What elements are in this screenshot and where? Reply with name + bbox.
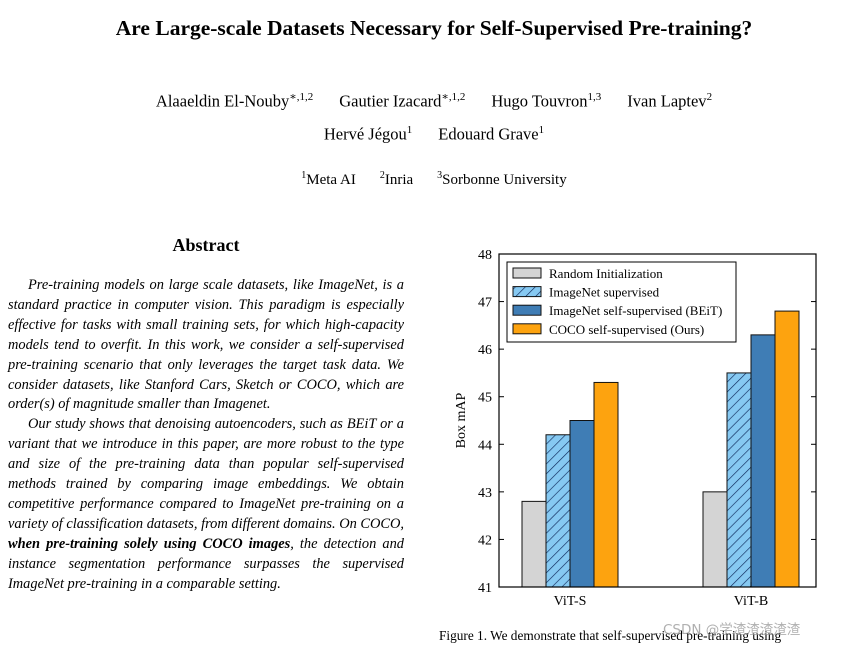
abstract-heading: Abstract [172,235,240,255]
legend-swatch [512,304,542,316]
affiliations: 1Meta AI 2Inria 3Sorbonne University [0,170,868,189]
bar-vit-s-series-4 [593,381,619,588]
paper-title: Are Large-scale Datasets Necessary for S… [115,16,753,40]
legend-label: ImageNet supervised [549,285,660,300]
affiliation: 1Meta AI [301,170,356,188]
legend-swatch [512,323,542,335]
legend-swatch [512,286,542,298]
legend-label: ImageNet self-supervised (BEiT) [549,303,722,318]
bar-vit-s-series-1 [521,500,547,588]
author-superscript: 1 [538,124,545,136]
authors-row-1: Alaaeldin El-Nouby∗,1,2 Gautier Izacard∗,… [0,90,868,112]
y-tick-label: 41 [478,581,492,596]
bar-vit-b-series-2 [726,372,752,588]
author-name: Edouard Grave1 [438,124,545,144]
plot-frame [498,253,817,588]
bar-vit-s-series-3 [569,420,595,588]
author-superscript: 1 [406,124,413,136]
figure-caption: Figure 1. We demonstrate that self-super… [439,628,782,643]
abstract-bold-phrase: when pre-training solely using COCO imag… [8,535,291,552]
authors-row-2: Hervé Jégou1 Edouard Grave1 [0,124,868,145]
author-superscript: ∗,1,2 [441,91,466,103]
author-name: Hervé Jégou1 [323,124,413,144]
y-tick-label: 46 [478,343,492,358]
y-tick-label: 42 [478,533,492,548]
author-superscript: 1,3 [587,91,602,103]
legend-box [506,261,737,343]
y-tick-label: 43 [478,486,492,501]
y-axis-label: Box mAP [454,392,469,448]
watermark: CSDN @学渣渣渣渣渣 [663,622,801,638]
abstract-body: Pre-training models on large scale datas… [8,276,404,595]
author-superscript: ∗,1,2 [289,91,314,103]
author-name: Gautier Izacard∗,1,2 [339,91,466,111]
author-name: Ivan Laptev2 [627,91,713,111]
legend-label: Random Initialization [549,266,663,281]
bar-vit-b-series-3 [750,334,776,588]
author-name: Alaaeldin El-Nouby∗,1,2 [155,91,314,111]
bar-vit-b-series-1 [702,491,728,588]
abstract-paragraph-1: Pre-training models on large scale datas… [8,277,404,413]
affiliation: 2Inria [379,170,414,188]
affiliation: 3Sorbonne University [437,170,567,188]
legend-label: COCO self-supervised (Ours) [549,322,704,337]
abstract-paragraph-2: Our study shows that denoising autoencod… [8,416,404,592]
bar-vit-b-series-4 [774,310,800,588]
bar-vit-s-series-2 [545,434,571,588]
y-tick-label: 48 [478,248,492,263]
y-tick-label: 47 [478,296,492,311]
x-tick-label: ViT-S [554,594,587,609]
y-tick-label: 45 [478,391,492,406]
y-tick-label: 44 [478,438,492,453]
legend-swatch [512,267,542,279]
x-tick-label: ViT-B [734,594,768,609]
author-superscript: 2 [706,91,713,103]
author-name: Hugo Touvron1,3 [491,91,602,111]
